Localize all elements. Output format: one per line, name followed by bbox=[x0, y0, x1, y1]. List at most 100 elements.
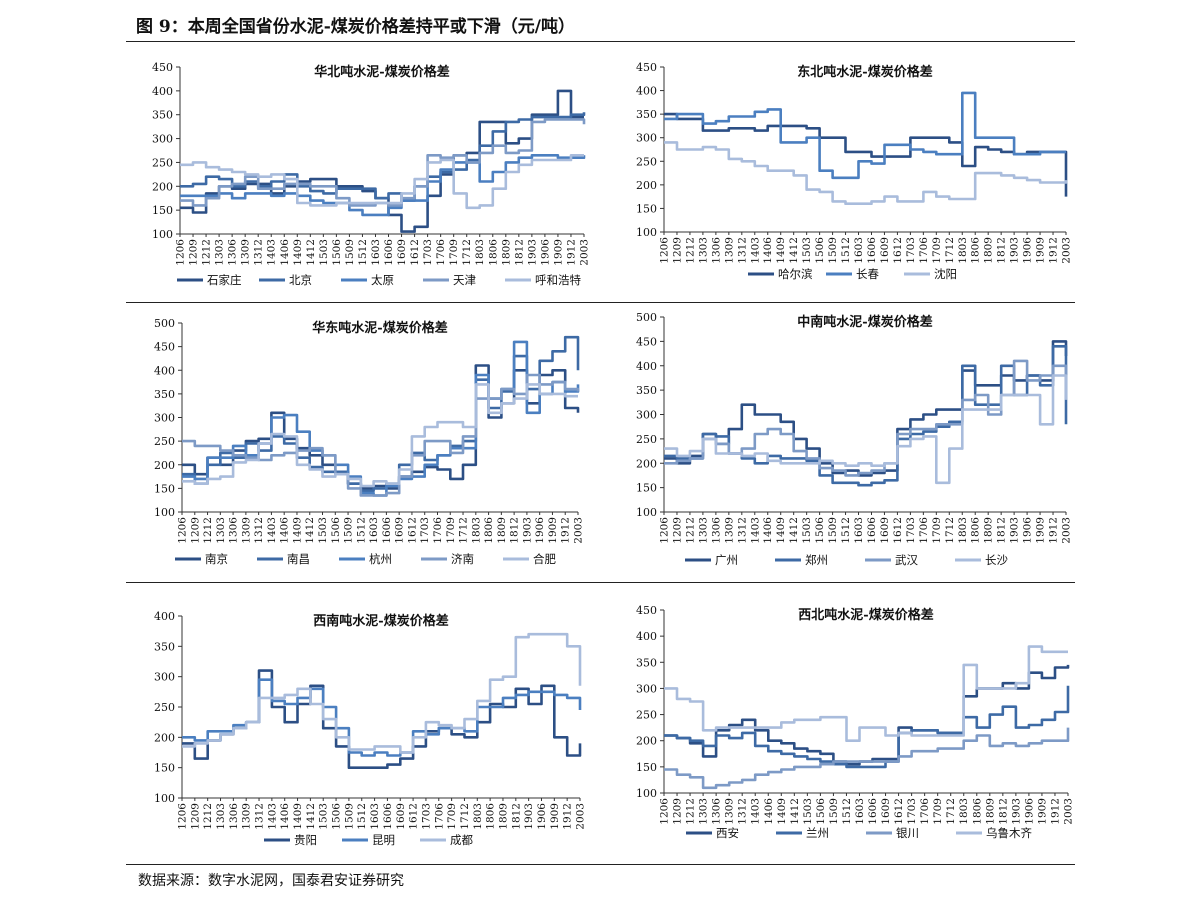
x-tick-label: 1709 bbox=[932, 798, 944, 825]
x-tick-label: 1712 bbox=[944, 517, 956, 544]
x-tick-label: 1506 bbox=[331, 803, 343, 830]
x-tick-label: 1406 bbox=[762, 237, 774, 264]
x-tick-label: 1606 bbox=[381, 517, 393, 544]
y-tick-label: 250 bbox=[152, 156, 173, 169]
x-tick-label: 1703 bbox=[419, 517, 431, 544]
x-tick-label: 1312 bbox=[253, 517, 265, 544]
x-tick-label: 1506 bbox=[330, 517, 342, 544]
y-tick-label: 450 bbox=[636, 61, 657, 74]
x-tick-label: 1803 bbox=[957, 237, 969, 264]
x-tick-label: 1206 bbox=[659, 517, 671, 544]
y-tick-label: 350 bbox=[154, 388, 175, 401]
y-tick-label: 350 bbox=[636, 108, 657, 121]
x-tick-label: 1303 bbox=[698, 798, 710, 825]
x-tick-label: 1312 bbox=[737, 798, 749, 825]
x-tick-label: 1903 bbox=[521, 517, 533, 544]
chart-title: 华北吨水泥-煤炭价格差 bbox=[314, 64, 449, 80]
y-tick-label: 300 bbox=[154, 412, 175, 425]
legend-label: 长沙 bbox=[985, 553, 1008, 567]
x-tick-label: 1306 bbox=[710, 517, 722, 544]
chart-title: 西南吨水泥-煤炭价格差 bbox=[313, 613, 448, 629]
x-tick-label: 1212 bbox=[202, 517, 214, 544]
legend-label: 杭州 bbox=[369, 552, 392, 566]
x-tick-label: 1703 bbox=[905, 517, 917, 544]
legend-label: 广州 bbox=[715, 553, 738, 567]
x-tick-label: 1609 bbox=[879, 517, 891, 544]
y-tick-label: 300 bbox=[152, 133, 173, 146]
x-tick-label: 1512 bbox=[840, 237, 852, 264]
x-tick-label: 1603 bbox=[370, 239, 382, 266]
x-tick-label: 1303 bbox=[215, 517, 227, 544]
y-tick-label: 200 bbox=[636, 457, 657, 470]
x-tick-label: 1803 bbox=[472, 803, 484, 830]
y-tick-label: 150 bbox=[636, 482, 657, 495]
x-tick-label: 1412 bbox=[789, 798, 801, 825]
x-tick-label: 1409 bbox=[292, 239, 304, 266]
x-tick-label: 1206 bbox=[175, 239, 187, 266]
series-line-2 bbox=[664, 91, 1066, 180]
x-tick-label: 1806 bbox=[483, 517, 495, 544]
x-tick-label: 1809 bbox=[984, 798, 996, 825]
x-tick-label: 1906 bbox=[534, 517, 546, 544]
y-tick-label: 100 bbox=[154, 506, 175, 519]
x-tick-label: 1906 bbox=[1022, 517, 1034, 544]
x-tick-label: 1806 bbox=[970, 237, 982, 264]
x-tick-label: 1809 bbox=[497, 803, 509, 830]
x-tick-label: 1303 bbox=[214, 239, 226, 266]
x-tick-label: 2003 bbox=[573, 517, 585, 544]
legend-label: 成都 bbox=[450, 833, 473, 847]
x-tick-label: 1412 bbox=[305, 239, 317, 266]
x-tick-label: 1212 bbox=[201, 239, 213, 266]
y-tick-label: 450 bbox=[636, 335, 657, 348]
bottom-rule bbox=[126, 864, 1075, 865]
series-line-3 bbox=[182, 340, 580, 497]
x-tick-label: 1906 bbox=[1022, 237, 1034, 264]
x-tick-label: 1712 bbox=[944, 237, 956, 264]
series-line-3 bbox=[664, 727, 1070, 790]
chart-central-south: 中南吨水泥-煤炭价格差 100 150 200 250 300 350 400 450 500 12… bbox=[636, 311, 1073, 567]
legend-label: 南京 bbox=[205, 552, 228, 566]
x-tick-label: 1403 bbox=[750, 798, 762, 825]
x-tick-label: 1912 bbox=[1049, 798, 1061, 825]
x-tick-label: 1903 bbox=[526, 239, 538, 266]
series-line-1 bbox=[664, 664, 1070, 766]
x-tick-label: 1806 bbox=[485, 803, 497, 830]
x-tick-label: 1803 bbox=[470, 517, 482, 544]
x-tick-label: 1812 bbox=[510, 803, 522, 830]
x-tick-label: 1306 bbox=[228, 517, 240, 544]
x-tick-label: 1409 bbox=[775, 237, 787, 264]
x-tick-label: 1603 bbox=[368, 517, 380, 544]
series-line-1 bbox=[664, 112, 1068, 197]
figure-title: 图 9：本周全国省份水泥-煤炭价格差持平或下滑（元/吨） bbox=[136, 17, 576, 37]
x-tick-label: 1303 bbox=[697, 517, 709, 544]
series-line-4 bbox=[664, 645, 1068, 742]
x-tick-label: 1509 bbox=[343, 517, 355, 544]
y-tick-label: 250 bbox=[154, 435, 175, 448]
legend-label: 长春 bbox=[856, 267, 879, 281]
x-tick-label: 1706 bbox=[435, 239, 447, 266]
x-tick-label: 1706 bbox=[918, 517, 930, 544]
x-tick-label: 1903 bbox=[1010, 798, 1022, 825]
x-tick-label: 1503 bbox=[801, 517, 813, 544]
series-line-2 bbox=[182, 678, 582, 757]
x-tick-label: 1909 bbox=[1036, 798, 1048, 825]
legend-label: 银川 bbox=[896, 826, 919, 840]
x-tick-label: 1906 bbox=[539, 239, 551, 266]
x-tick-label: 1912 bbox=[1048, 237, 1060, 264]
x-tick-label: 1806 bbox=[487, 239, 499, 266]
chart-southwest: 西南吨水泥-煤炭价格差 100 150 200 250 300 350 400 1206 1209… bbox=[154, 610, 587, 847]
x-tick-label: 1803 bbox=[958, 798, 970, 825]
x-tick-label: 1606 bbox=[382, 803, 394, 830]
x-tick-label: 1412 bbox=[305, 803, 317, 830]
x-tick-label: 1703 bbox=[420, 803, 432, 830]
legend-label: 武汉 bbox=[895, 553, 918, 567]
x-tick-label: 1903 bbox=[523, 803, 535, 830]
x-tick-label: 1403 bbox=[749, 237, 761, 264]
y-tick-label: 500 bbox=[154, 317, 175, 330]
x-tick-label: 1309 bbox=[240, 239, 252, 266]
y-tick-label: 400 bbox=[636, 85, 657, 98]
legend-label: 合肥 bbox=[533, 552, 556, 566]
x-tick-label: 1609 bbox=[394, 517, 406, 544]
x-tick-label: 1406 bbox=[279, 517, 291, 544]
x-tick-label: 1306 bbox=[711, 798, 723, 825]
